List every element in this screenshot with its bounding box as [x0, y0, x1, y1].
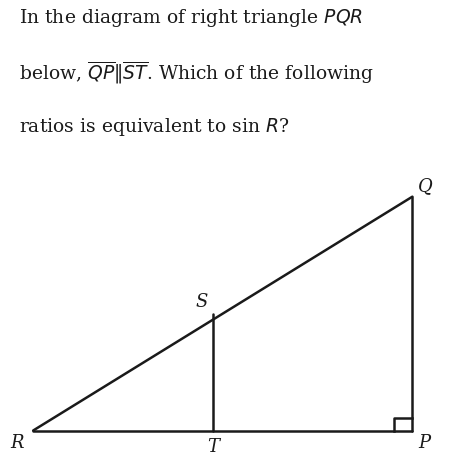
- Text: ratios is equivalent to sin $R$?: ratios is equivalent to sin $R$?: [19, 116, 289, 138]
- Text: T: T: [207, 437, 219, 455]
- Text: In the diagram of right triangle $PQR$: In the diagram of right triangle $PQR$: [19, 7, 363, 29]
- Text: P: P: [418, 433, 430, 451]
- Text: S: S: [195, 292, 207, 310]
- Text: below, $\overline{QP} \| \overline{ST}$. Which of the following: below, $\overline{QP} \| \overline{ST}$.…: [19, 59, 374, 86]
- Text: R: R: [10, 433, 24, 451]
- Text: Q: Q: [418, 177, 433, 195]
